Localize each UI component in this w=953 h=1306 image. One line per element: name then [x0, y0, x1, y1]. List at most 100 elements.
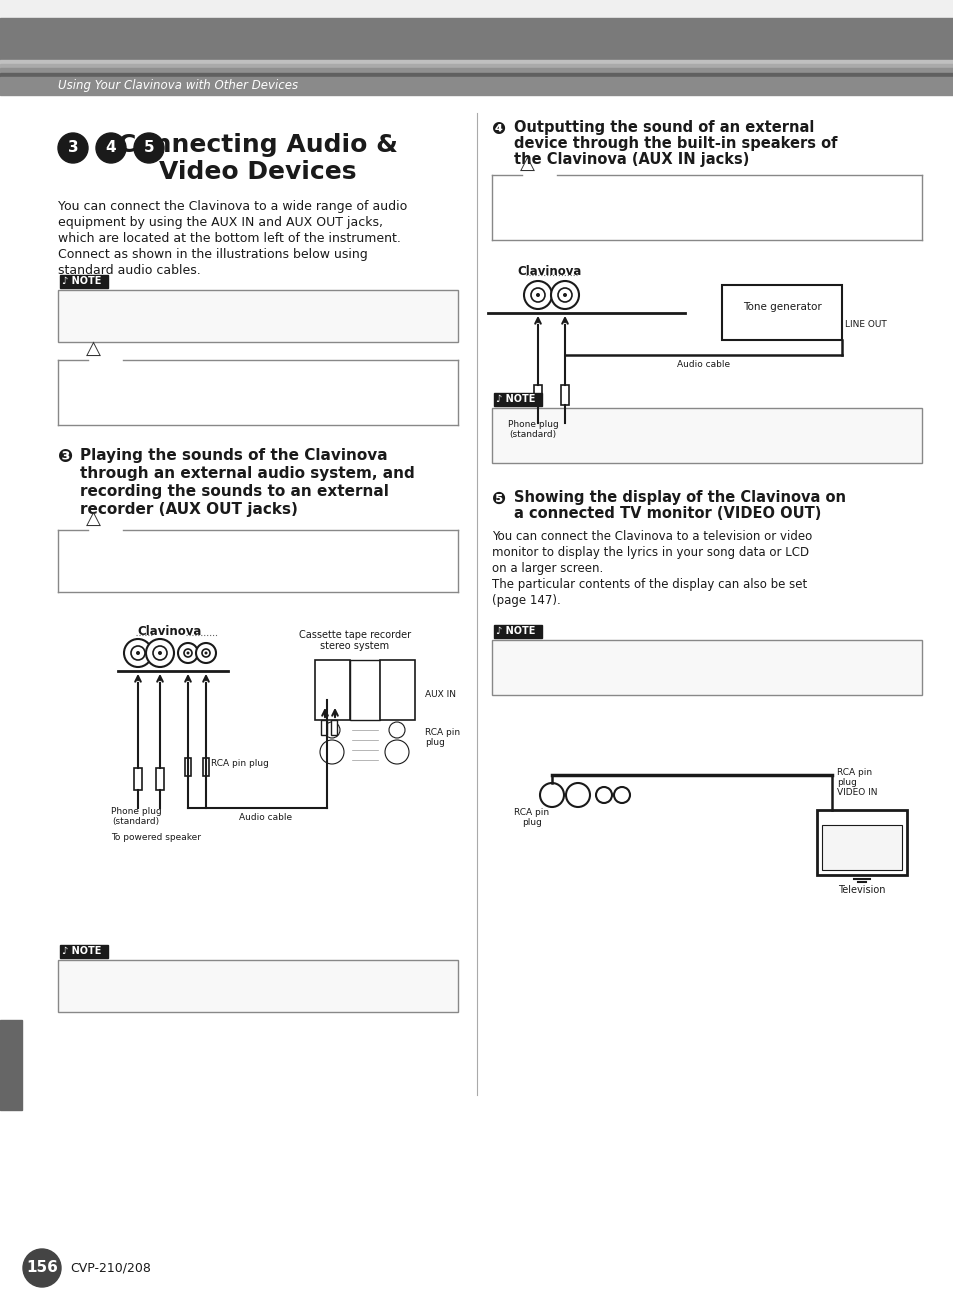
Circle shape: [131, 646, 145, 660]
Text: RCA pin plug: RCA pin plug: [211, 759, 269, 768]
Circle shape: [195, 643, 215, 663]
Text: AUX IN: AUX IN: [424, 690, 456, 699]
Circle shape: [158, 650, 162, 656]
Bar: [0, 60, 953, 63]
Circle shape: [23, 1249, 61, 1286]
Text: LINE OUT: LINE OUT: [844, 320, 886, 329]
Circle shape: [178, 643, 198, 663]
Text: Phone plug: Phone plug: [111, 807, 161, 816]
Text: ♪ NOTE: ♪ NOTE: [62, 946, 101, 956]
Bar: [58, 290, 457, 342]
Bar: [58, 960, 457, 1012]
Text: RCA pin: RCA pin: [424, 727, 459, 737]
Text: ♪ NOTE: ♪ NOTE: [496, 626, 535, 636]
Text: Using Your Clavinova with Other Devices: Using Your Clavinova with Other Devices: [58, 80, 297, 93]
Text: Tone generator: Tone generator: [741, 302, 821, 312]
Circle shape: [58, 133, 88, 163]
Text: ❺: ❺: [492, 490, 506, 508]
Bar: [721, 285, 841, 340]
Bar: [494, 626, 541, 639]
Text: plug: plug: [836, 778, 856, 788]
Text: Phone plug: Phone plug: [507, 421, 558, 428]
Text: standard audio cables.: standard audio cables.: [58, 264, 200, 277]
Bar: [156, 768, 164, 790]
Circle shape: [204, 652, 208, 654]
Text: RCA pin: RCA pin: [514, 808, 549, 818]
Text: ♪ NOTE: ♪ NOTE: [62, 276, 101, 286]
Text: △: △: [519, 154, 534, 172]
Text: Audio cable: Audio cable: [677, 360, 729, 370]
Bar: [492, 407, 921, 464]
Circle shape: [146, 639, 173, 667]
Text: ❸: ❸: [58, 448, 73, 466]
Text: Connecting Audio &: Connecting Audio &: [118, 133, 397, 157]
Text: You can connect the Clavinova to a television or video: You can connect the Clavinova to a telev…: [492, 530, 811, 543]
Text: ❹: ❹: [492, 120, 506, 138]
Text: Television: Television: [838, 885, 884, 895]
Bar: [320, 720, 327, 735]
Circle shape: [184, 649, 192, 657]
Text: Playing the sounds of the Clavinova: Playing the sounds of the Clavinova: [80, 448, 387, 464]
Circle shape: [96, 133, 126, 163]
Text: You can connect the Clavinova to a wide range of audio: You can connect the Clavinova to a wide …: [58, 200, 407, 213]
Circle shape: [536, 293, 539, 296]
Text: (standard): (standard): [112, 818, 159, 825]
Text: on a larger screen.: on a larger screen.: [492, 562, 602, 575]
Text: Showing the display of the Clavinova on: Showing the display of the Clavinova on: [514, 490, 845, 505]
Circle shape: [562, 293, 566, 296]
Bar: [821, 825, 901, 870]
Circle shape: [565, 784, 589, 807]
Text: recorder (AUX OUT jacks): recorder (AUX OUT jacks): [80, 502, 297, 517]
Circle shape: [531, 289, 544, 302]
Text: plug: plug: [424, 738, 444, 747]
Bar: [494, 393, 541, 406]
Bar: [331, 720, 336, 735]
Circle shape: [539, 784, 563, 807]
Text: RCA pin: RCA pin: [836, 768, 871, 777]
Bar: [534, 385, 541, 405]
Text: VIDEO IN: VIDEO IN: [836, 788, 877, 797]
Circle shape: [558, 289, 572, 302]
Bar: [560, 385, 568, 405]
Text: Video Devices: Video Devices: [159, 161, 356, 184]
Bar: [0, 1020, 22, 1110]
Text: Connect as shown in the illustrations below using: Connect as shown in the illustrations be…: [58, 248, 367, 261]
Circle shape: [133, 133, 164, 163]
Text: Cassette tape recorder: Cassette tape recorder: [298, 629, 411, 640]
Text: Clavinova: Clavinova: [517, 265, 581, 278]
Text: monitor to display the lyrics in your song data or LCD: monitor to display the lyrics in your so…: [492, 546, 808, 559]
Bar: [314, 660, 350, 720]
Bar: [185, 757, 191, 776]
Text: Audio cable: Audio cable: [239, 814, 293, 821]
Text: To powered speaker: To powered speaker: [111, 833, 201, 842]
Circle shape: [152, 646, 167, 660]
Bar: [379, 660, 415, 720]
Text: Clavinova: Clavinova: [137, 626, 202, 639]
Text: △: △: [86, 338, 100, 358]
Text: the Clavinova (AUX IN jacks): the Clavinova (AUX IN jacks): [514, 151, 749, 167]
Circle shape: [596, 788, 612, 803]
Text: plug: plug: [521, 818, 541, 827]
Text: (standard): (standard): [509, 430, 556, 439]
Bar: [816, 810, 906, 875]
Text: △: △: [86, 508, 100, 528]
Bar: [60, 276, 108, 289]
Text: (page 147).: (page 147).: [492, 594, 560, 607]
Bar: [0, 64, 953, 67]
Bar: [60, 946, 108, 959]
Text: 5: 5: [144, 141, 154, 155]
Bar: [133, 768, 142, 790]
Circle shape: [124, 639, 152, 667]
Text: stereo system: stereo system: [320, 641, 389, 650]
Bar: [0, 73, 953, 78]
Bar: [0, 68, 953, 72]
Text: ♪ NOTE: ♪ NOTE: [496, 394, 535, 404]
Bar: [0, 0, 953, 18]
Circle shape: [136, 650, 140, 656]
Text: The particular contents of the display can also be set: The particular contents of the display c…: [492, 579, 806, 592]
Bar: [0, 18, 953, 60]
Circle shape: [186, 652, 190, 654]
Text: Outputting the sound of an external: Outputting the sound of an external: [514, 120, 814, 135]
Circle shape: [551, 281, 578, 310]
Text: 156: 156: [26, 1260, 58, 1276]
